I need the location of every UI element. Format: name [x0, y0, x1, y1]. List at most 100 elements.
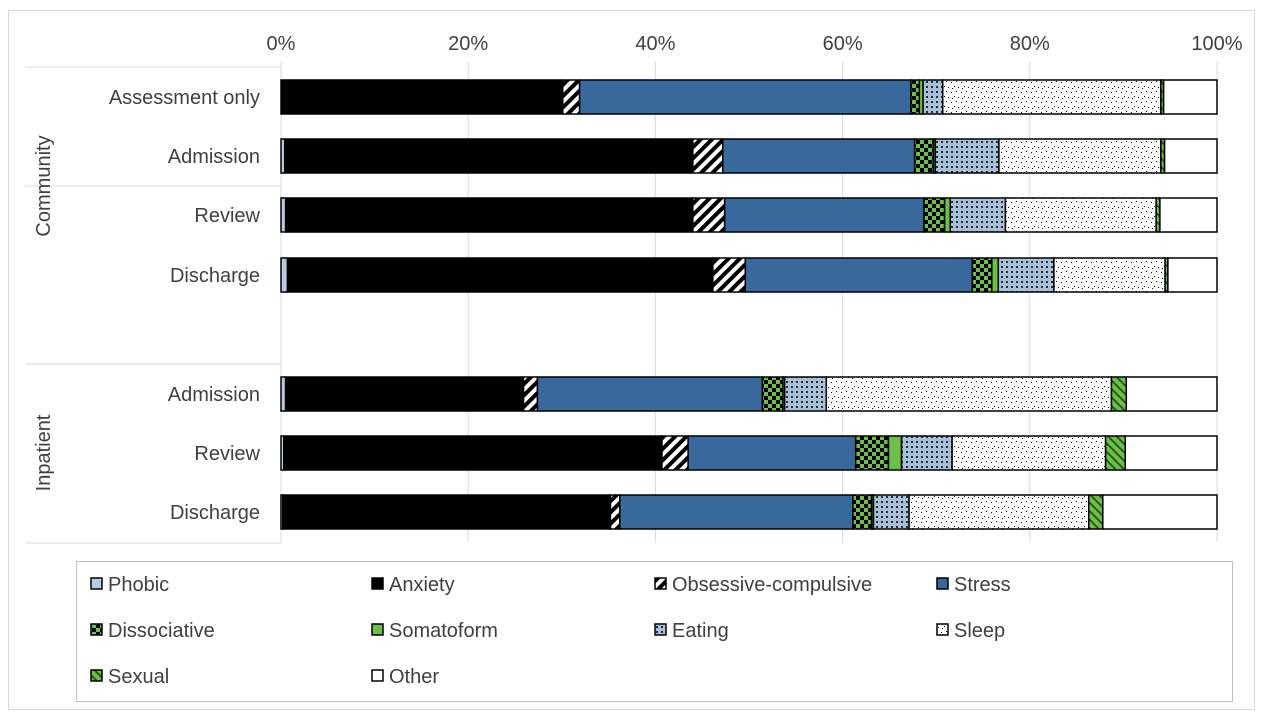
x-tick-label: 20% — [448, 33, 488, 55]
bar-segment-eating — [900, 435, 953, 471]
bar-segment-stress — [536, 376, 764, 412]
bar-segment-obsessive-compulsive — [561, 79, 581, 115]
bar-row — [280, 138, 1218, 174]
bar-segment-sexual — [1104, 435, 1127, 471]
legend-swatch — [90, 577, 103, 590]
legend-swatch — [936, 623, 949, 636]
bar-segment-sleep — [998, 138, 1162, 174]
bar-segment-sexual — [1088, 494, 1104, 530]
legend-item: Obsessive-compulsive — [654, 574, 872, 596]
bar-row — [280, 257, 1218, 293]
bar-segment-dissociative — [761, 376, 784, 412]
bar-segment-obsessive-compulsive — [712, 257, 747, 293]
bar-segment-phobic — [280, 257, 289, 293]
bar-segment-other — [1102, 494, 1218, 530]
bar-segment-sleep — [908, 494, 1090, 530]
legend-label: Phobic — [108, 574, 169, 596]
legend-item: Eating — [654, 620, 729, 642]
bar-segment-other — [1125, 376, 1218, 412]
bar-segment-dissociative — [971, 257, 993, 293]
bar-segment-eating — [997, 257, 1055, 293]
legend-swatch — [654, 577, 667, 590]
legend-label: Dissociative — [108, 620, 215, 642]
bar-segment-anxiety — [283, 435, 663, 471]
group-label: Inpatient — [33, 414, 55, 491]
bar-segment-other — [1124, 435, 1218, 471]
legend-label: Anxiety — [389, 574, 455, 596]
bar-segment-somatoform — [991, 257, 1000, 293]
bar-segment-stress — [687, 435, 857, 471]
bar-segment-dissociative — [854, 435, 890, 471]
x-axis-tick-labels: 0% 20% 40% 60% 80% 100% — [267, 33, 1243, 55]
bars — [280, 79, 1218, 530]
bar-segment-stress — [722, 138, 916, 174]
bar-segment-stress — [619, 494, 854, 530]
legend-swatch — [90, 623, 103, 636]
bar-segment-eating — [934, 138, 1000, 174]
legend-swatch — [654, 623, 667, 636]
category-labels: Assessment only Admission Review Discharge A… — [109, 87, 261, 524]
bar-segment-anxiety — [280, 79, 564, 115]
bar-segment-anxiety — [283, 138, 694, 174]
x-tick-label: 40% — [635, 33, 675, 55]
category-label: Admission — [168, 384, 260, 406]
legend-label: Obsessive-compulsive — [672, 574, 872, 596]
bar-segment-other — [1159, 197, 1218, 233]
category-label: Review — [194, 443, 260, 465]
category-label: Discharge — [170, 502, 260, 524]
x-tick-label: 60% — [823, 33, 863, 55]
legend-item: Somatoform — [371, 620, 498, 642]
bar-row — [280, 435, 1218, 471]
bar-segment-dissociative — [852, 494, 873, 530]
legend-label: Sexual — [108, 666, 169, 688]
bar-segment-anxiety — [284, 376, 525, 412]
legend-label: Sleep — [954, 620, 1005, 642]
bar-segment-sleep — [825, 376, 1113, 412]
bar-segment-sleep — [942, 79, 1162, 115]
bar-segment-stress — [744, 257, 974, 293]
legend-swatch — [90, 669, 103, 682]
bar-segment-eating — [922, 79, 944, 115]
bar-segment-obsessive-compulsive — [609, 494, 621, 530]
legend-item: Sleep — [936, 620, 1005, 642]
bar-segment-eating — [949, 197, 1007, 233]
legend-item: Stress — [936, 574, 1011, 596]
bar-segment-anxiety — [284, 197, 694, 233]
group-label: Community — [33, 135, 55, 236]
x-tick-label: 80% — [1010, 33, 1050, 55]
legend-item: Sexual — [90, 666, 169, 688]
bar-segment-obsessive-compulsive — [692, 197, 726, 233]
bar-segment-other — [1167, 257, 1218, 293]
category-label: Discharge — [170, 265, 260, 287]
category-label: Admission — [168, 146, 260, 168]
bar-segment-sexual — [1110, 376, 1128, 412]
bar-segment-somatoform — [887, 435, 903, 471]
bar-segment-sleep — [1004, 197, 1157, 233]
legend-label: Eating — [672, 620, 729, 642]
bar-segment-dissociative — [913, 138, 935, 174]
bar-segment-obsessive-compulsive — [692, 138, 724, 174]
bar-row — [280, 494, 1218, 530]
bar-segment-eating — [783, 376, 828, 412]
legend-swatch — [936, 577, 949, 590]
legend-swatch — [371, 577, 384, 590]
bar-segment-stress — [578, 79, 912, 115]
bar-segment-anxiety — [286, 257, 714, 293]
bar-segment-sleep — [951, 435, 1107, 471]
bar-segment-dissociative — [910, 79, 921, 115]
bar-row — [280, 79, 1218, 115]
bar-segment-obsessive-compulsive — [661, 435, 689, 471]
legend-item: Anxiety — [371, 574, 455, 596]
x-tick-label: 0% — [267, 33, 296, 55]
bar-segment-stress — [723, 197, 925, 233]
legend-label: Stress — [954, 574, 1011, 596]
bar-row — [280, 197, 1218, 233]
legend-item: Dissociative — [90, 620, 215, 642]
legend-label: Other — [389, 666, 439, 688]
bar-segment-other — [1163, 138, 1218, 174]
bar-segment-sleep — [1053, 257, 1166, 293]
legend-item: Other — [371, 666, 439, 688]
bar-segment-other — [1162, 79, 1218, 115]
legend: Phobic Anxiety Obsessive-compulsive Stress D… — [76, 561, 1233, 702]
